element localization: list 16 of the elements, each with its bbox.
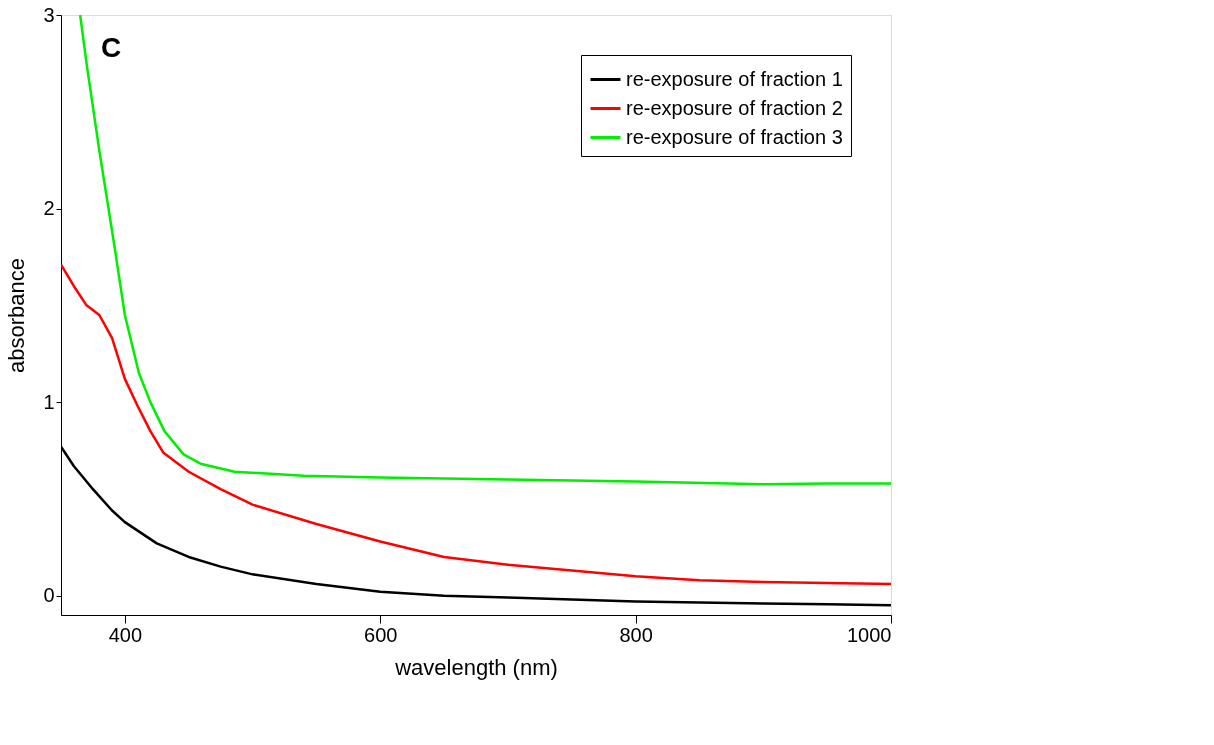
legend-label: re-exposure of fraction 1 [626, 67, 843, 90]
line-series [78, 15, 891, 486]
x-tick-label: 600 [364, 623, 398, 646]
y-tick-label: 3 [43, 3, 55, 26]
x-axis-title: wavelength (nm) [394, 654, 558, 680]
legend-label: re-exposure of fraction 2 [626, 96, 843, 119]
line-series [61, 263, 891, 586]
x-tick-label: 400 [108, 623, 143, 646]
annotation: C [101, 32, 122, 63]
y-tick-label: 1 [43, 390, 55, 413]
legend-label: re-exposure of fraction 3 [626, 125, 843, 148]
y-tick-label: 0 [43, 584, 55, 607]
y-tick-label: 2 [43, 197, 55, 220]
y-axis-title: absorbance [4, 258, 30, 373]
x-tick-label: 1000 [847, 623, 892, 646]
x-tick-label: 800 [619, 623, 653, 646]
